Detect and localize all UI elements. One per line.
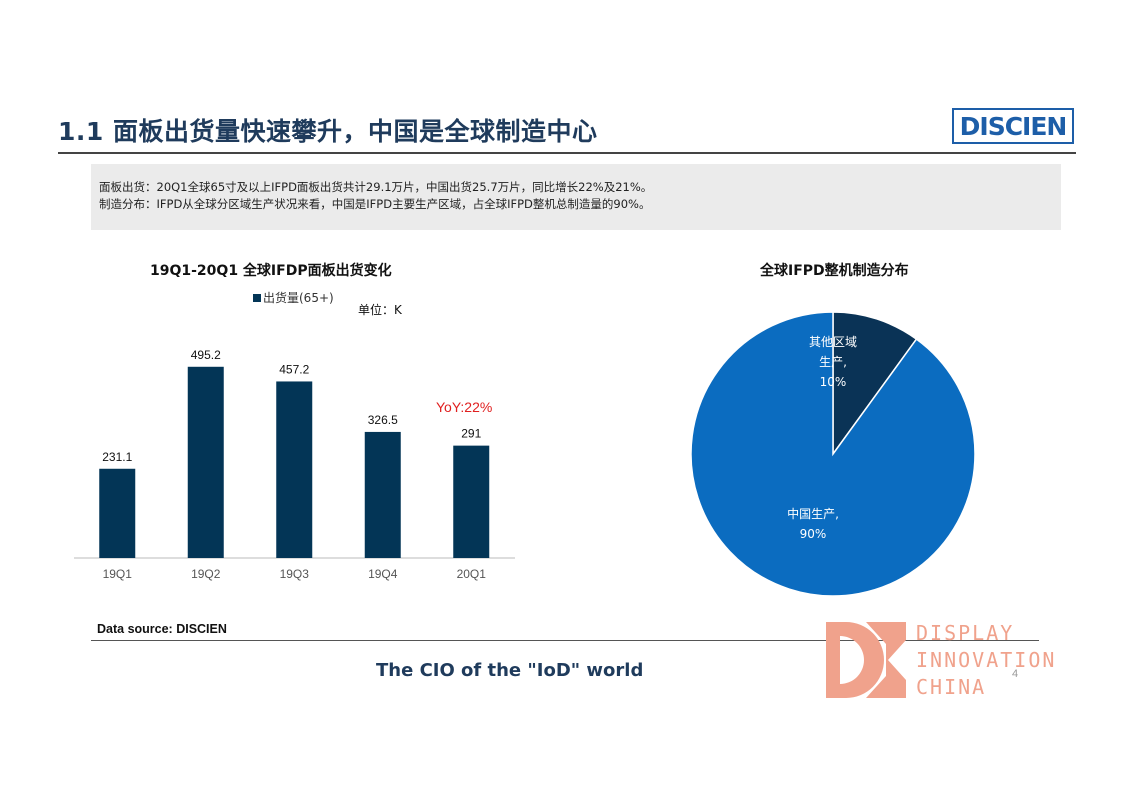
pie-chart: 其他区域生产, 10% 中国生产, 90%: [690, 311, 976, 597]
brand-line-2: INNOVATION: [916, 648, 1057, 672]
unit-label: 单位：K: [358, 303, 402, 317]
data-label-20Q1: 291: [461, 427, 481, 441]
dic-logo-icon: [826, 622, 906, 698]
bar-19Q4: [364, 431, 401, 558]
discien-logo: DISCIEN: [952, 108, 1074, 144]
bar-19Q2: [187, 366, 224, 558]
dic-brand-text: DISPLAY INNOVATION CHINA: [916, 620, 1056, 701]
pie-slice-1: [690, 311, 976, 597]
legend-label: 出货量(65+): [263, 291, 334, 305]
x-tick-19Q4: 19Q4: [368, 567, 398, 581]
pie-label-0: 其他区域生产, 10%: [809, 335, 857, 389]
bar-19Q3: [276, 381, 313, 558]
yoy-annotation: YoY:22%: [436, 399, 493, 415]
page-title: 1.1 面板出货量快速攀升，中国是全球制造中心: [58, 117, 598, 146]
pie-label-1: 中国生产, 90%: [787, 506, 839, 541]
data-label-19Q2: 495.2: [191, 348, 221, 362]
x-tick-19Q3: 19Q3: [280, 567, 310, 581]
pie-chart-title: 全球IFPD整机制造分布: [760, 263, 909, 279]
summary-line-1: 面板出货：20Q1全球65寸及以上IFPD面板出货共计29.1万片，中国出货25…: [99, 180, 653, 194]
x-tick-19Q1: 19Q1: [103, 567, 133, 581]
footer-divider: [91, 640, 1039, 641]
pie-slice-0: [832, 311, 918, 457]
summary-line-2: 制造分布：IFPD从全球分区域生产状况来看，中国是IFPD主要生产区域，占全球I…: [99, 197, 651, 211]
tagline: The CIO of the "IoD" world: [376, 660, 644, 681]
bar-20Q1: [453, 445, 490, 558]
page-number: 4: [1012, 668, 1019, 680]
x-tick-20Q1: 20Q1: [457, 567, 487, 581]
brand-line-3: CHINA: [916, 675, 987, 699]
title-divider: [58, 152, 1076, 154]
summary-box: 面板出货：20Q1全球65寸及以上IFPD面板出货共计29.1万片，中国出货25…: [91, 164, 1061, 230]
data-label-19Q4: 326.5: [368, 413, 398, 427]
bar-chart-title: 19Q1-20Q1 全球IFDP面板出货变化: [150, 263, 392, 279]
bar-19Q1: [99, 468, 136, 558]
brand-line-1: DISPLAY: [916, 621, 1015, 645]
data-label-19Q1: 231.1: [102, 450, 132, 464]
bar-chart: 231.1 19Q1 495.2 19Q2 457.2 19Q3 326.5 19Q4 291 2…: [74, 348, 515, 581]
data-label-19Q3: 457.2: [279, 362, 309, 376]
x-tick-19Q2: 19Q2: [191, 567, 221, 581]
legend-swatch: [253, 293, 261, 302]
bar-chart-legend: 出货量(65+): [253, 289, 334, 306]
data-source: Data source: DISCIEN: [97, 622, 227, 636]
